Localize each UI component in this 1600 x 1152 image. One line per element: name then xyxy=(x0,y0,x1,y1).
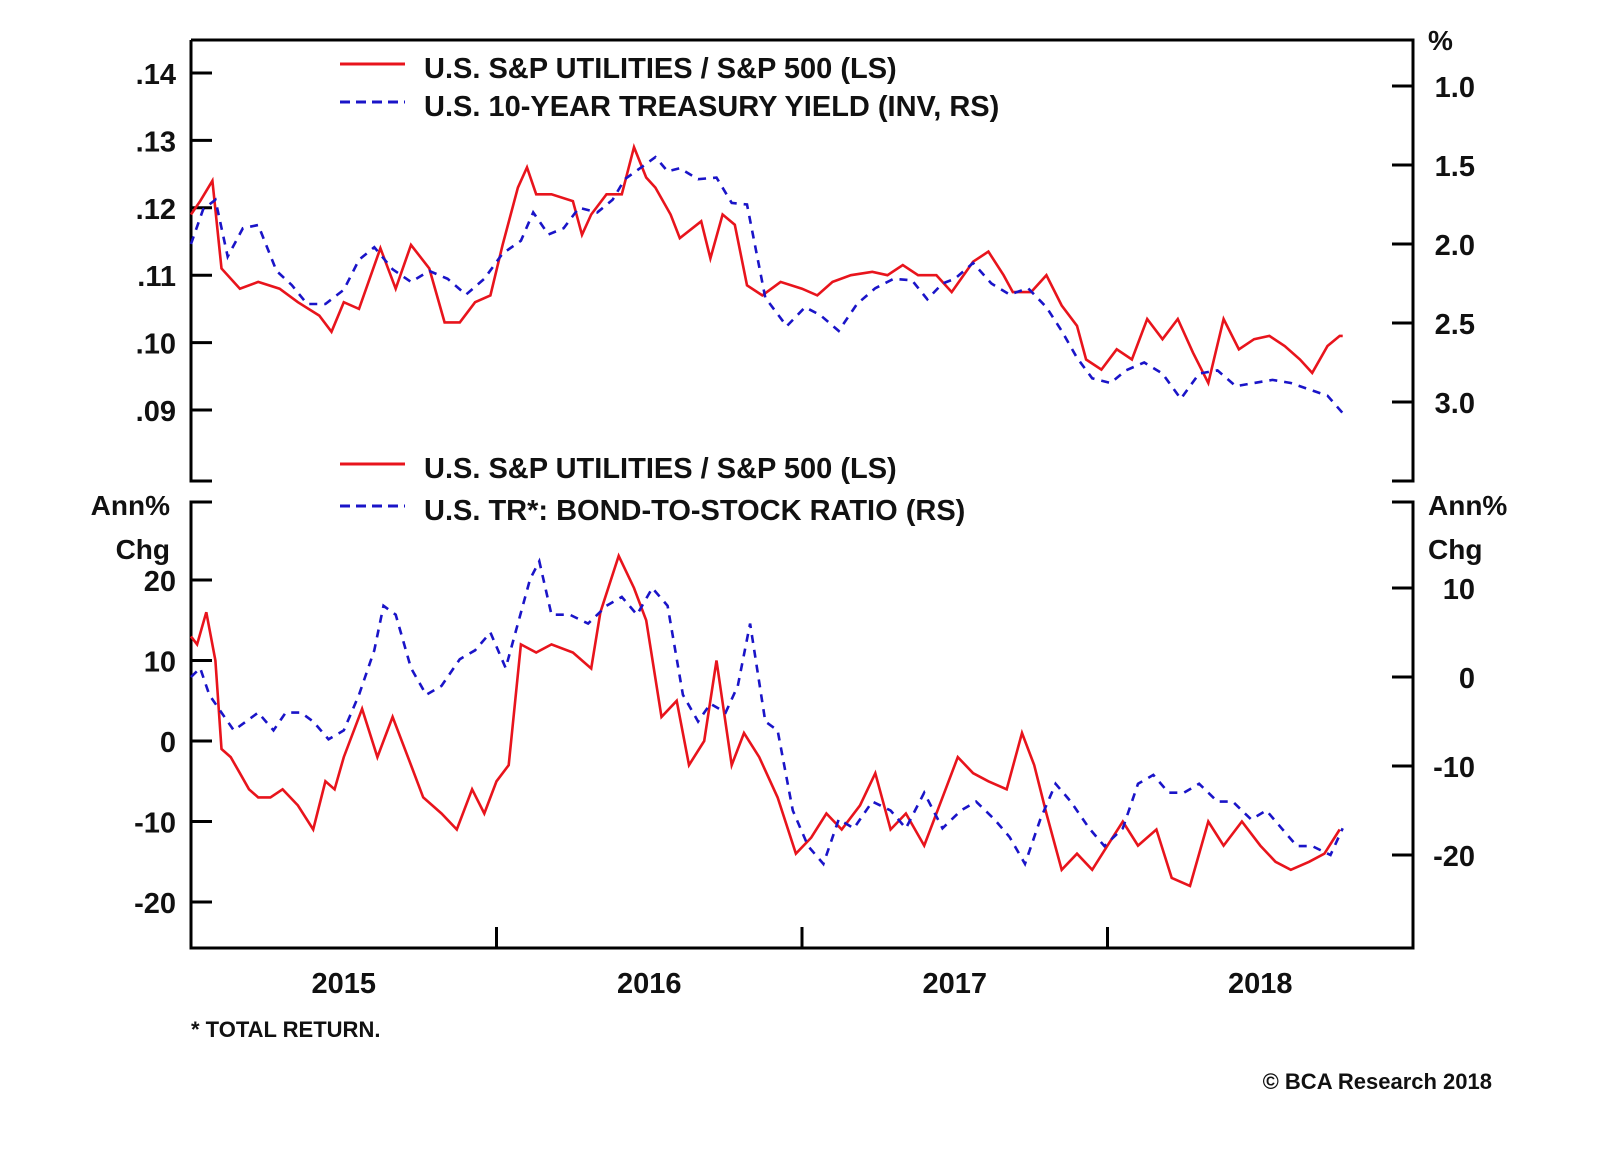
x-axis: 2015 2016 2017 2018 xyxy=(311,927,1293,1000)
top-right-axis-tick-label: 3.0 xyxy=(1435,388,1475,420)
top-legend: U.S. S&P UTILITIES / S&P 500 (LS) U.S. 1… xyxy=(340,53,999,123)
legend-label-treasury-yield: U.S. 10-YEAR TREASURY YIELD (INV, RS) xyxy=(424,91,999,123)
top-panel: .14 .13 .12 .11 .10 .09 1.0 1.5 2.0 2.5 3.0 % U.S… xyxy=(136,25,1475,483)
top-treasury-yield-line xyxy=(189,155,1344,414)
top-left-axis-tick-label: .12 xyxy=(136,194,176,226)
footnote: * TOTAL RETURN. xyxy=(191,1017,380,1042)
bottom-utilities-ratio-chg-line xyxy=(189,552,1341,888)
top-right-axis-tick-label: 2.0 xyxy=(1435,230,1475,262)
bottom-right-axis-tick-label: 10 xyxy=(1443,574,1475,606)
top-right-axis: 1.0 1.5 2.0 2.5 3.0 xyxy=(1392,72,1475,420)
x-axis-tick-label: 2015 xyxy=(311,968,376,1000)
bottom-right-axis-unit-line1: Ann% xyxy=(1428,490,1507,521)
top-right-axis-unit: % xyxy=(1428,25,1453,56)
x-axis-tick-label: 2018 xyxy=(1228,968,1293,1000)
bottom-right-axis-tick-label: 0 xyxy=(1459,663,1475,695)
top-right-axis-tick-label: 1.5 xyxy=(1435,151,1475,183)
bottom-left-axis-tick-label: 10 xyxy=(144,647,176,679)
x-axis-tick-label: 2016 xyxy=(617,968,682,1000)
x-axis-tick-label: 2017 xyxy=(922,968,987,1000)
bottom-right-axis-unit-line2: Chg xyxy=(1428,534,1482,565)
bottom-left-axis-tick-label: 0 xyxy=(160,727,176,759)
bottom-right-axis-tick-label: -10 xyxy=(1433,752,1475,784)
top-left-axis-tick-label: .14 xyxy=(136,59,176,91)
bottom-left-axis-tick-label: -10 xyxy=(134,808,176,840)
bottom-right-axis: 10 0 -10 -20 xyxy=(1392,574,1475,873)
top-series-group xyxy=(189,142,1344,414)
bottom-left-axis-tick-label: 20 xyxy=(144,566,176,598)
top-left-axis-tick-label: .13 xyxy=(136,126,176,158)
bottom-left-axis-unit-line2: Chg xyxy=(116,534,170,565)
bottom-bond-to-stock-chg-line xyxy=(190,557,1344,868)
top-left-axis-tick-label: .10 xyxy=(136,329,176,361)
legend-label-utilities: U.S. S&P UTILITIES / S&P 500 (LS) xyxy=(424,453,897,485)
bottom-left-axis-unit-line1: Ann% xyxy=(91,490,170,521)
bottom-series-group xyxy=(189,552,1344,888)
legend-label-utilities: U.S. S&P UTILITIES / S&P 500 (LS) xyxy=(424,53,897,85)
legend-label-bond-to-stock: U.S. TR*: BOND-TO-STOCK RATIO (RS) xyxy=(424,495,965,527)
top-panel-frame xyxy=(189,38,1415,483)
copyright: © BCA Research 2018 xyxy=(1263,1069,1492,1094)
bottom-panel-frame xyxy=(189,500,1415,950)
top-right-axis-tick-label: 2.5 xyxy=(1435,309,1475,341)
bottom-panel: 20 10 0 -10 -20 10 0 -10 -20 2015 2016 2017 2018 A… xyxy=(91,453,1508,1000)
bottom-left-axis: 20 10 0 -10 -20 xyxy=(134,566,212,920)
bottom-left-axis-tick-label: -20 xyxy=(134,888,176,920)
top-left-axis-tick-label: .09 xyxy=(136,396,176,428)
bottom-right-axis-tick-label: -20 xyxy=(1433,841,1475,873)
bottom-legend: U.S. S&P UTILITIES / S&P 500 (LS) U.S. T… xyxy=(340,453,965,527)
top-left-axis: .14 .13 .12 .11 .10 .09 xyxy=(136,59,212,428)
top-right-axis-tick-label: 1.0 xyxy=(1435,72,1475,104)
top-utilities-ratio-line xyxy=(189,142,1343,387)
top-left-axis-tick-label: .11 xyxy=(137,261,176,293)
